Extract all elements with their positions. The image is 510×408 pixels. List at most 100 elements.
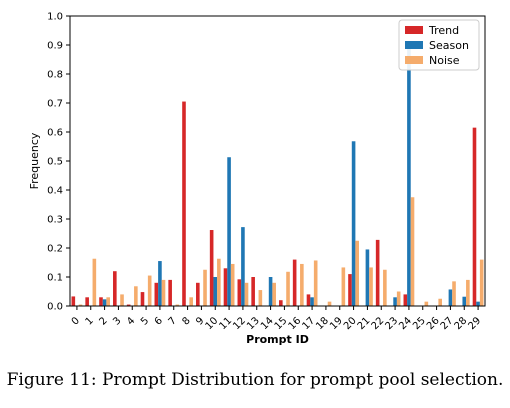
figure-caption: Figure 11: Prompt Distribution for promp… — [6, 370, 504, 390]
bar-noise-20 — [355, 240, 359, 306]
bar-trend-20 — [348, 274, 352, 306]
bar-noise-25 — [424, 301, 429, 306]
legend-swatch-trend — [405, 26, 423, 34]
bar-season-17 — [310, 297, 314, 306]
bar-noise-6 — [161, 279, 166, 306]
bar-trend-22 — [375, 239, 380, 306]
x-tick-label: 8 — [180, 315, 192, 327]
bar-noise-24 — [410, 197, 415, 306]
x-tick-label: 29 — [466, 315, 483, 332]
x-tick-label: 5 — [139, 315, 151, 327]
bar-season-21 — [365, 249, 370, 306]
bar-trend-24 — [403, 294, 408, 306]
bar-season-27 — [448, 289, 453, 306]
bar-noise-29 — [479, 259, 484, 306]
y-tick-label: 0.3 — [47, 215, 63, 226]
bar-noise-14 — [272, 282, 276, 306]
x-tick-label: 3 — [111, 315, 123, 327]
x-axis: 0 1 2 3 4 5 6 7 8 9101112131415161718192021222324… — [70, 306, 483, 332]
bar-trend-10 — [209, 230, 214, 306]
bar-noise-1 — [92, 258, 97, 306]
bar-noise-8 — [189, 297, 193, 306]
y-tick-label: 1.0 — [47, 12, 63, 23]
y-tick-label: 0.9 — [47, 41, 63, 52]
y-axis-label: Frequency — [28, 132, 41, 189]
bar-noise-16 — [300, 263, 304, 306]
bar-noise-18 — [327, 301, 332, 306]
y-tick-label: 0.0 — [47, 302, 63, 313]
bar-noise-17 — [313, 260, 318, 306]
x-tick-label: 2 — [97, 315, 109, 327]
bar-noise-7 — [175, 304, 180, 306]
y-tick-label: 0.6 — [47, 128, 63, 139]
y-tick-label: 0.2 — [47, 244, 63, 255]
bar-season-24 — [407, 42, 411, 307]
bar-trend-2 — [99, 297, 103, 306]
legend-swatch-season — [405, 41, 423, 49]
bar-trend-17 — [306, 294, 311, 306]
y-tick-label: 0.4 — [47, 186, 63, 197]
legend-swatch-noise — [405, 56, 423, 64]
bar-trend-15 — [279, 300, 283, 306]
bar-trend-6 — [154, 282, 159, 306]
bar-season-14 — [268, 277, 273, 306]
bar-trend-16 — [292, 259, 297, 306]
legend-label-trend: Trend — [428, 24, 459, 37]
y-tick-label: 0.7 — [47, 99, 63, 110]
bar-noise-3 — [120, 294, 124, 306]
legend-label-noise: Noise — [429, 54, 460, 67]
y-axis: 0.0 0.1 0.2 0.3 0.4 0.5 0.6 0.7 0.8 0.9 1.0 — [47, 12, 70, 313]
bar-noise-22 — [383, 269, 387, 306]
bar-season-12 — [241, 227, 245, 306]
bar-trend-12 — [237, 279, 242, 306]
bar-noise-11 — [230, 263, 235, 306]
bar-season-29 — [476, 301, 480, 306]
bar-noise-2 — [106, 297, 110, 306]
bar-noise-5 — [147, 275, 152, 306]
bar-trend-1 — [85, 297, 89, 306]
bar-season-28 — [462, 296, 467, 306]
x-tick-label: 6 — [153, 315, 165, 327]
bar-noise-10 — [217, 258, 221, 306]
bar-noise-27 — [452, 281, 456, 306]
bar-trend-7 — [168, 279, 172, 306]
bar-noise-28 — [466, 279, 470, 306]
bar-season-2 — [102, 299, 107, 306]
bars-group — [71, 42, 484, 307]
bar-trend-4 — [126, 304, 131, 306]
bar-noise-4 — [134, 286, 138, 306]
bar-trend-9 — [196, 282, 200, 306]
y-tick-label: 0.1 — [47, 273, 63, 284]
bar-season-10 — [213, 277, 218, 306]
bar-noise-12 — [244, 282, 249, 306]
bar-noise-23 — [396, 291, 401, 306]
y-tick-label: 0.5 — [47, 157, 63, 168]
bar-noise-9 — [203, 269, 207, 306]
x-tick-label: 7 — [167, 315, 179, 327]
bar-noise-19 — [341, 267, 346, 306]
bar-trend-13 — [251, 277, 255, 306]
bar-noise-21 — [369, 267, 373, 306]
bar-trend-5 — [140, 292, 145, 306]
x-tick-label: 1 — [84, 315, 96, 327]
legend: Trend Season Noise — [398, 19, 480, 71]
bar-season-11 — [227, 157, 231, 306]
bar-noise-13 — [258, 290, 263, 306]
bar-trend-0 — [71, 296, 76, 306]
x-tick-label: 0 — [70, 315, 82, 327]
bar-trend-29 — [472, 127, 477, 307]
legend-label-season: Season — [429, 39, 469, 52]
y-tick-label: 0.8 — [47, 70, 63, 81]
bar-trend-8 — [182, 101, 186, 306]
bar-season-23 — [393, 297, 397, 306]
x-axis-label: Prompt ID — [246, 333, 309, 346]
bar-trend-11 — [223, 268, 228, 306]
x-tick-label: 4 — [125, 315, 137, 327]
bar-noise-26 — [438, 298, 442, 306]
bar-noise-15 — [286, 271, 290, 306]
bar-season-20 — [351, 141, 356, 306]
bar-noise-0 — [78, 304, 83, 306]
bar-trend-3 — [113, 271, 117, 306]
bar-season-6 — [158, 261, 162, 306]
